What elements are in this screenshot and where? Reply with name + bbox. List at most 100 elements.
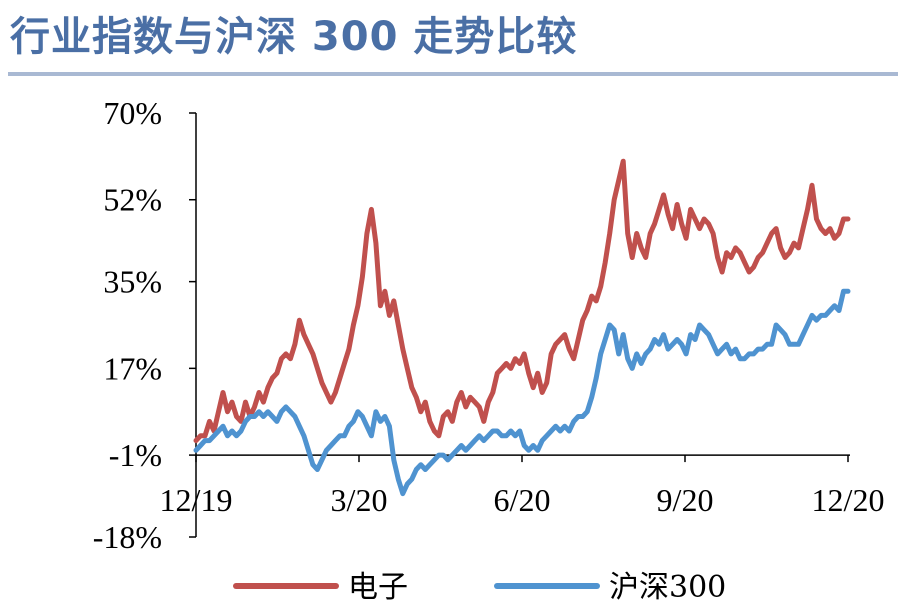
series-electronics [193,158,851,444]
data-point-csi300 [379,420,382,423]
data-point-electronics [284,352,288,356]
data-point-electronics [554,343,557,346]
data-point-csi300 [631,367,634,370]
data-point-electronics [428,420,431,423]
data-point-electronics [343,362,346,365]
data-point-electronics [464,405,467,409]
data-point-csi300 [239,429,243,433]
data-point-csi300 [298,425,301,428]
data-point-csi300 [810,314,814,317]
data-point-csi300 [675,338,679,341]
data-point-electronics [635,232,638,235]
data-point-csi300 [275,420,279,423]
data-point-csi300 [541,439,544,442]
data-point-electronics [262,400,265,404]
data-point-csi300 [806,323,809,327]
data-point-csi300 [212,434,216,437]
data-point-electronics [433,429,436,433]
data-point-electronics [203,434,207,437]
data-point-electronics [302,333,306,336]
data-point-csi300 [509,429,512,433]
data-point-electronics [828,227,832,230]
data-point-electronics [595,299,598,303]
data-point-csi300 [361,415,364,418]
data-point-electronics [604,261,607,264]
data-point-electronics [194,439,198,442]
data-point-electronics [743,261,746,264]
data-point-csi300 [253,415,256,418]
data-point-electronics [496,372,499,375]
data-point-csi300 [514,434,517,437]
data-point-electronics [747,270,751,274]
data-point-electronics [523,352,526,356]
data-point-electronics [644,256,647,259]
data-point-csi300 [235,434,238,437]
data-point-csi300 [590,396,593,399]
data-point-electronics [370,208,373,211]
data-point-csi300 [487,434,490,437]
data-point-electronics [792,241,796,245]
data-point-csi300 [527,449,530,452]
data-point-csi300 [554,425,557,428]
data-point-electronics [707,222,710,225]
data-point-electronics [473,400,476,404]
legend: 电子 沪深300 [233,570,726,605]
data-point-csi300 [711,343,715,346]
x-tick-label: 6/20 [494,482,551,518]
data-point-csi300 [819,314,823,317]
data-point-csi300 [770,343,773,346]
data-point-csi300 [370,434,373,437]
data-point-electronics [329,400,333,404]
data-point-csi300 [788,343,791,346]
data-point-csi300 [824,314,827,317]
series-lines [193,158,851,497]
data-point-electronics [725,251,728,254]
data-point-csi300 [604,338,607,341]
data-point-electronics [797,246,800,250]
data-point-csi300 [302,434,306,437]
data-point-electronics [617,179,620,182]
data-point-csi300 [765,343,769,346]
data-point-csi300 [203,439,207,442]
x-tick-label: 12/19 [160,482,233,518]
data-point-electronics [550,352,553,356]
data-point-electronics [716,256,719,259]
data-point-csi300 [815,319,818,322]
data-point-electronics [846,217,850,221]
data-point-csi300 [460,444,463,447]
data-point-csi300 [523,444,526,447]
data-point-csi300 [833,304,836,307]
data-point-csi300 [518,429,521,433]
data-point-csi300 [338,434,342,437]
data-point-csi300 [684,352,688,356]
data-point-electronics [365,232,369,235]
data-point-electronics [586,309,589,312]
data-point-csi300 [747,352,751,356]
data-point-csi300 [469,444,472,447]
data-point-electronics [257,391,261,394]
data-point-electronics [487,400,490,404]
data-point-electronics [568,347,571,351]
data-point-csi300 [347,425,351,428]
data-point-csi300 [491,429,494,433]
data-point-csi300 [496,429,499,433]
data-point-csi300 [320,458,324,462]
data-point-csi300 [383,415,387,418]
data-point-electronics [698,227,701,230]
data-point-csi300 [217,429,220,433]
data-point-electronics [455,400,458,404]
data-point-electronics [774,227,778,230]
data-point-electronics [505,362,508,365]
data-point-electronics [338,376,342,380]
y-tick-label: 70% [103,95,162,131]
data-point-electronics [311,352,315,356]
data-point-csi300 [316,468,319,471]
data-point-csi300 [442,453,445,457]
data-point-electronics [419,410,422,413]
data-point-electronics [509,367,512,370]
data-point-csi300 [752,352,755,356]
data-point-csi300 [846,290,850,293]
data-point-electronics [271,376,274,380]
data-point-csi300 [572,420,575,423]
data-point-electronics [469,396,472,399]
